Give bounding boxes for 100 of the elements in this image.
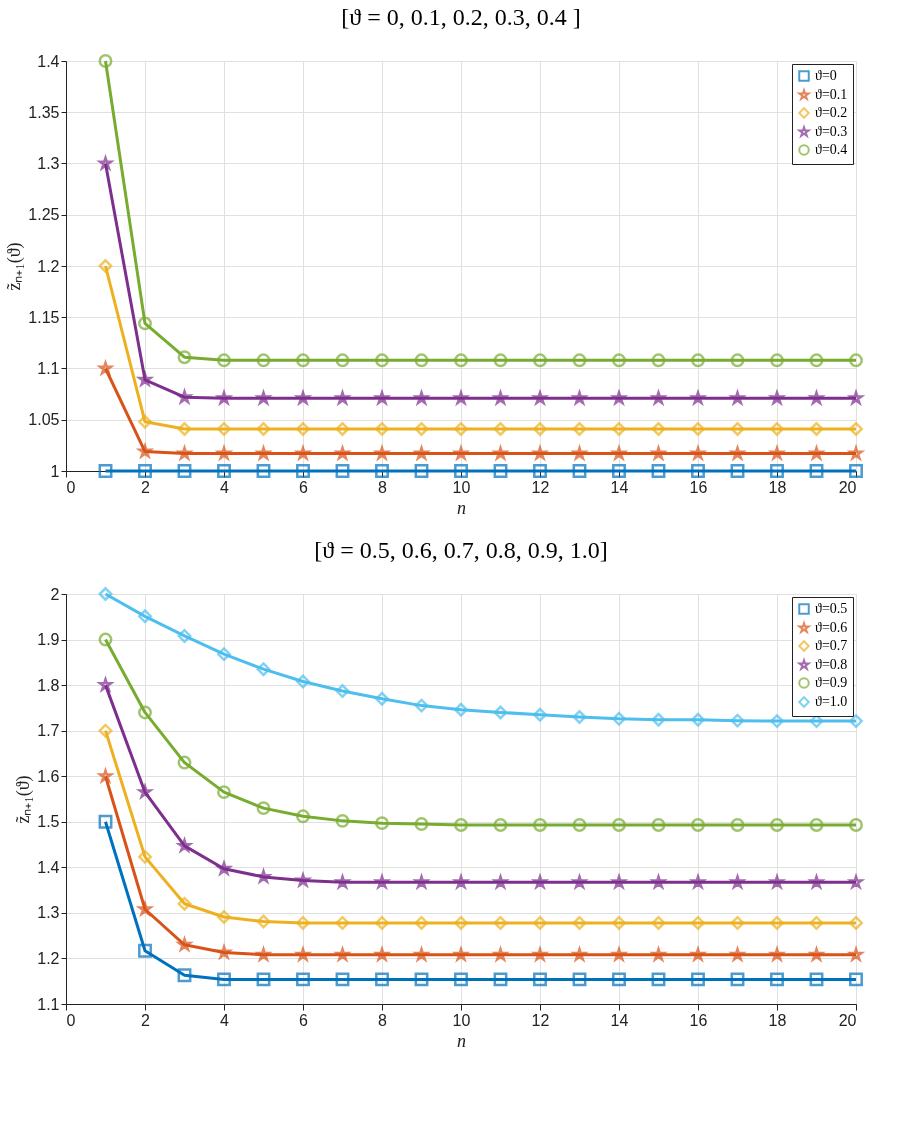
y-tick-label: 1.35 <box>28 103 60 121</box>
point <box>215 444 233 462</box>
point <box>412 444 431 462</box>
chart-title: [ϑ = 0, 0.1, 0.2, 0.3, 0.4 ] <box>341 4 581 31</box>
point <box>493 422 508 436</box>
x-tick-label: 10 <box>452 1011 471 1029</box>
point <box>493 818 508 832</box>
point <box>177 350 192 365</box>
point <box>98 814 113 829</box>
point <box>849 972 863 987</box>
x-tick-label: 2 <box>141 478 151 496</box>
point <box>217 647 231 662</box>
point <box>809 972 824 987</box>
point <box>454 915 468 930</box>
point <box>138 464 152 478</box>
point <box>98 464 113 478</box>
point <box>175 935 194 953</box>
x-tick-label: 14 <box>610 478 629 496</box>
point <box>770 714 784 729</box>
legend-label: ϑ=1.0 <box>815 694 848 709</box>
point <box>809 353 824 368</box>
point <box>98 259 113 273</box>
point <box>375 691 389 706</box>
x-tick-label: 6 <box>299 478 309 496</box>
point <box>807 945 826 963</box>
point <box>493 972 508 987</box>
point <box>728 444 747 462</box>
point <box>254 444 273 462</box>
point <box>375 915 389 930</box>
point <box>414 353 429 368</box>
point <box>651 353 666 368</box>
x-axis-title: n <box>457 1030 466 1051</box>
point <box>691 712 705 727</box>
point <box>849 714 863 729</box>
point <box>138 943 152 958</box>
point <box>452 945 470 963</box>
point <box>491 444 510 462</box>
y-tick-label: 1.4 <box>37 52 60 70</box>
point <box>454 422 468 436</box>
point <box>691 464 705 478</box>
point <box>730 915 745 930</box>
point <box>493 915 508 930</box>
point <box>570 945 589 963</box>
point <box>256 464 271 478</box>
point <box>651 712 666 727</box>
point <box>809 422 824 436</box>
point <box>414 817 429 831</box>
point <box>138 316 152 331</box>
legend-label: ϑ=0.5 <box>815 601 848 616</box>
point <box>454 818 468 832</box>
point <box>296 353 310 368</box>
x-axis-title: n <box>457 497 466 518</box>
y-tick-label: 1.3 <box>37 904 60 922</box>
point <box>491 945 510 963</box>
point <box>849 422 863 436</box>
x-tick-label: 4 <box>220 1011 230 1029</box>
point <box>98 723 113 738</box>
point <box>612 464 626 478</box>
point <box>414 422 429 436</box>
point <box>572 972 587 987</box>
point <box>768 945 786 963</box>
point <box>533 915 547 930</box>
point <box>412 945 431 963</box>
point <box>136 442 154 460</box>
point <box>770 464 784 478</box>
x-tick-label: 6 <box>299 1011 309 1029</box>
point <box>335 972 350 987</box>
x-tick-label: 10 <box>452 478 471 496</box>
y-tick-label: 2 <box>50 585 60 603</box>
point <box>177 896 192 911</box>
legend-label: ϑ=0.1 <box>815 87 848 102</box>
point <box>612 818 626 832</box>
point <box>414 698 429 713</box>
point <box>138 609 152 624</box>
point <box>136 370 154 388</box>
chart-title: [ϑ = 0.5, 0.6, 0.7, 0.8, 0.9, 1.0] <box>314 537 608 564</box>
point <box>454 702 468 717</box>
point <box>454 464 468 478</box>
y-tick-label: 1.1 <box>37 995 60 1013</box>
point <box>177 968 192 983</box>
point <box>651 915 666 930</box>
point <box>256 662 271 677</box>
point <box>849 353 863 368</box>
y-tick-label: 1.25 <box>28 206 60 224</box>
y-tick-label: 1.8 <box>37 676 60 694</box>
y-tick-label: 1.6 <box>37 767 60 785</box>
x-tick-label: 18 <box>768 478 787 496</box>
x-tick-label: 16 <box>689 478 708 496</box>
point <box>770 818 784 832</box>
point <box>531 945 549 963</box>
point <box>256 914 271 929</box>
legend-label: ϑ=0.7 <box>815 638 848 653</box>
point <box>809 915 824 930</box>
legend-label: ϑ=0.6 <box>815 620 848 635</box>
point <box>256 867 273 885</box>
point <box>217 353 231 368</box>
point <box>138 705 152 720</box>
point <box>730 972 745 987</box>
point <box>572 915 587 930</box>
point <box>730 464 745 478</box>
